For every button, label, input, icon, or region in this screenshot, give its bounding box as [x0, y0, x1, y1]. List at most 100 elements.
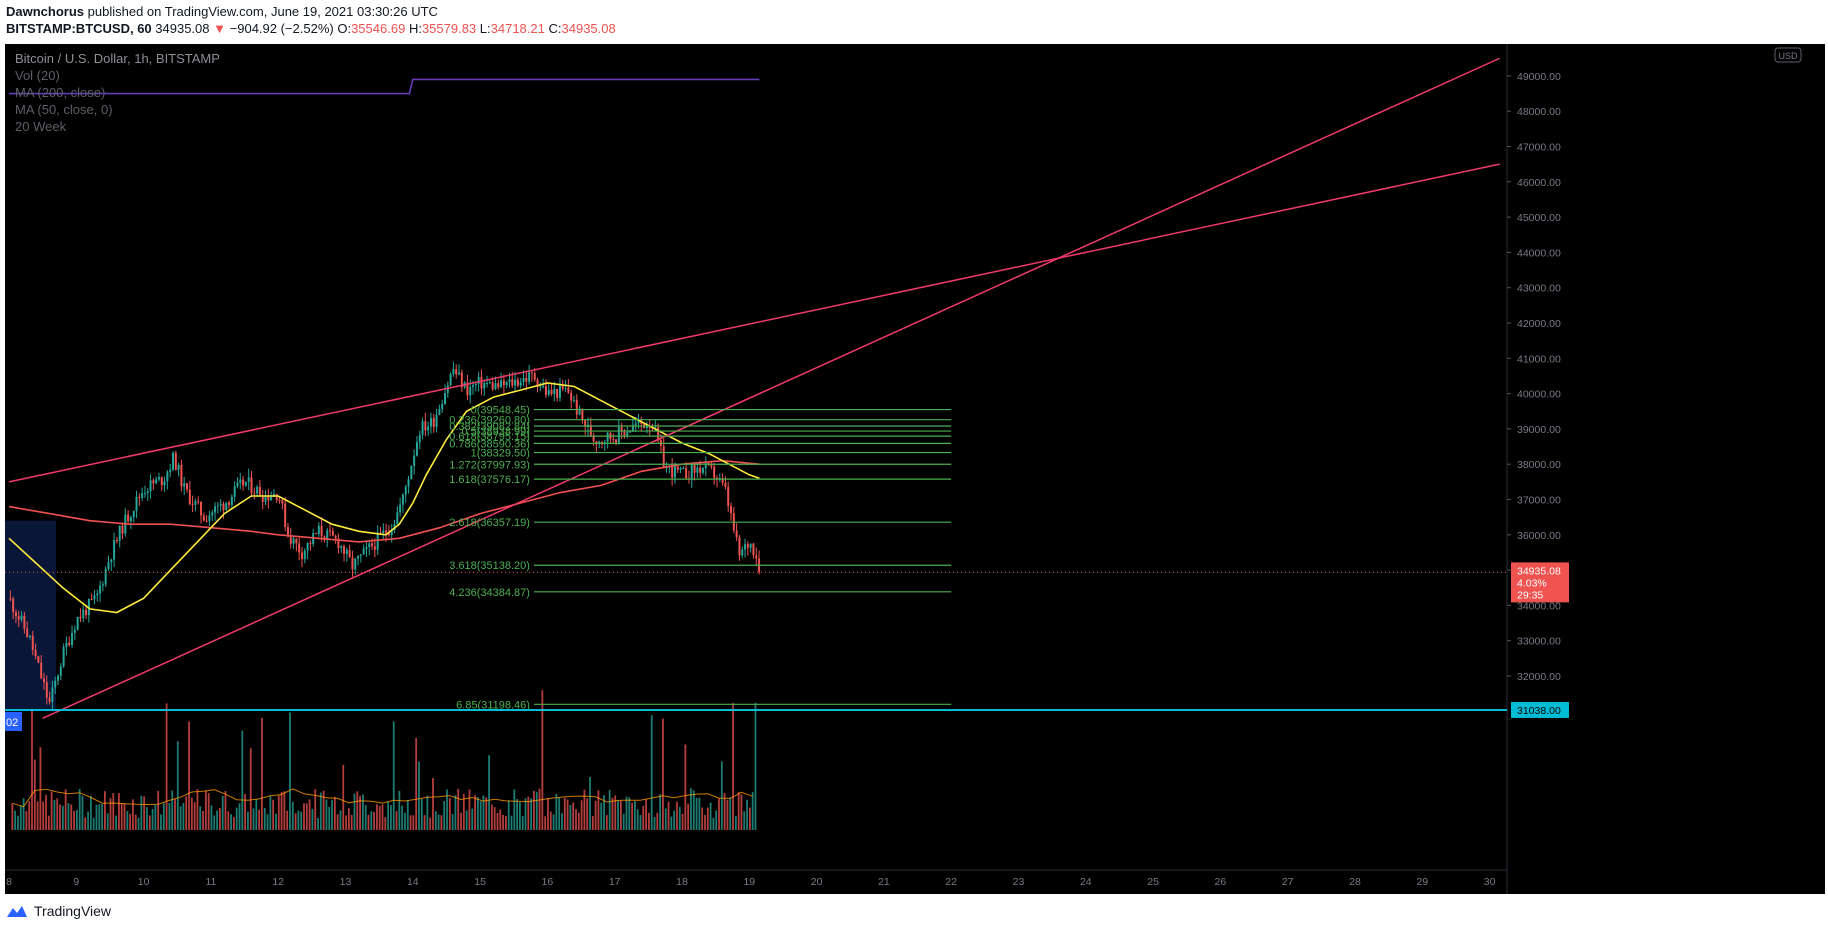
volume-bar [474, 795, 476, 830]
volume-bar [303, 803, 305, 830]
volume-bar [404, 812, 406, 830]
volume-bar [566, 799, 569, 830]
candle-body [51, 687, 54, 702]
volume-bar [218, 808, 221, 830]
candle-body [160, 477, 163, 486]
volume-bar [454, 795, 457, 830]
volume-bar [678, 806, 681, 830]
volume-bar [589, 776, 591, 830]
volume-bar [31, 708, 33, 830]
candle-body [710, 464, 713, 467]
candle-body [101, 584, 104, 586]
volume-bar [325, 799, 328, 830]
volume-bar [345, 815, 347, 830]
volume-bar [272, 799, 275, 830]
candle-body [337, 538, 340, 548]
candle-body [671, 465, 674, 478]
volume-bar [457, 788, 460, 830]
candle-body [362, 548, 365, 555]
candle-body [567, 387, 570, 393]
volume-bar [84, 817, 87, 830]
candle-body [443, 393, 446, 405]
candle-body [682, 467, 685, 469]
volume-bar [676, 801, 678, 830]
volume-bar [249, 748, 252, 830]
legend-volume[interactable]: Vol (20) [15, 68, 60, 83]
footer-brand[interactable]: TradingView [6, 899, 111, 923]
volume-bar [193, 802, 196, 830]
candle-body [441, 404, 444, 410]
volume-bar [190, 797, 193, 830]
candle-body [410, 465, 413, 480]
volume-bar [106, 813, 109, 830]
price-tick-label: 48000.00 [1517, 106, 1561, 118]
volume-bar [521, 816, 524, 830]
candle-body [749, 543, 752, 548]
volume-bar [625, 796, 628, 830]
last-price: 34935.08 [155, 21, 210, 36]
candle-body [472, 385, 475, 387]
candle-body [522, 377, 525, 383]
candle-body [163, 481, 166, 486]
legend-20week[interactable]: 20 Week [15, 119, 67, 134]
candle-body [601, 441, 604, 443]
volume-bar [275, 813, 277, 830]
volume-bar [737, 791, 740, 830]
chart-area[interactable]: 0(39548.45) 0.236(39260.80) 0.382(39082.84… [5, 44, 1825, 894]
legend-ma50[interactable]: MA (50, close, 0) [15, 102, 113, 117]
candle-body [685, 467, 688, 479]
fib-level-label: 0.382(39082.84) [449, 421, 530, 433]
candle-body [519, 382, 522, 386]
candle-body [73, 629, 76, 633]
candle-body [581, 408, 584, 420]
volume-bar [507, 800, 510, 830]
legend-ma200[interactable]: MA (200, close) [15, 85, 106, 100]
volume-bar [263, 807, 266, 830]
volume-bar [176, 741, 179, 830]
volume-bar [143, 796, 146, 830]
candle-body [550, 389, 553, 395]
candle-body [208, 515, 211, 522]
author-name[interactable]: Dawnchorus [6, 4, 85, 19]
volume-bar [328, 806, 331, 830]
volume-bar [92, 817, 95, 830]
volume-bar [541, 690, 544, 830]
candle-body [253, 493, 256, 495]
candle-body [197, 501, 200, 503]
candle-body [494, 383, 497, 390]
candle-body [533, 373, 536, 380]
candle-body [631, 424, 634, 431]
volume-bar [488, 755, 490, 830]
legend-title: Bitcoin / U.S. Dollar, 1h, BITSTAMP [15, 51, 220, 66]
volume-bar [555, 793, 558, 830]
volume-bar [516, 799, 519, 830]
volume-bar [283, 791, 286, 830]
price-chart[interactable]: 0(39548.45)0.236(39260.80)0.382(39082.84… [5, 44, 1825, 894]
volume-bar [14, 810, 17, 830]
volume-bar [353, 793, 356, 830]
volume-bar [476, 796, 479, 830]
fib-level-label: 1(38329.50) [471, 448, 530, 460]
volume-bar [210, 805, 213, 830]
candle-body [188, 489, 191, 504]
candle-body [612, 439, 615, 441]
volume-bar [333, 796, 336, 830]
volume-bar [465, 810, 468, 830]
volume-bar [25, 810, 28, 830]
candle-body [396, 512, 399, 525]
candle-body [693, 464, 696, 473]
twenty-week-line [9, 78, 760, 95]
candle-body [289, 535, 292, 544]
candle-body [371, 543, 374, 547]
volume-bar [420, 798, 423, 830]
volume-bar [280, 792, 283, 830]
volume-bar [662, 718, 664, 830]
volume-bar [726, 799, 729, 830]
volume-bar [224, 790, 227, 830]
price-tick-label: 36000.00 [1517, 530, 1561, 542]
candle-body [385, 530, 388, 534]
candle-body [157, 477, 160, 480]
fib-level-label: 0(39548.45) [471, 405, 530, 417]
candle-body [755, 555, 758, 559]
volume-bar [387, 801, 390, 830]
